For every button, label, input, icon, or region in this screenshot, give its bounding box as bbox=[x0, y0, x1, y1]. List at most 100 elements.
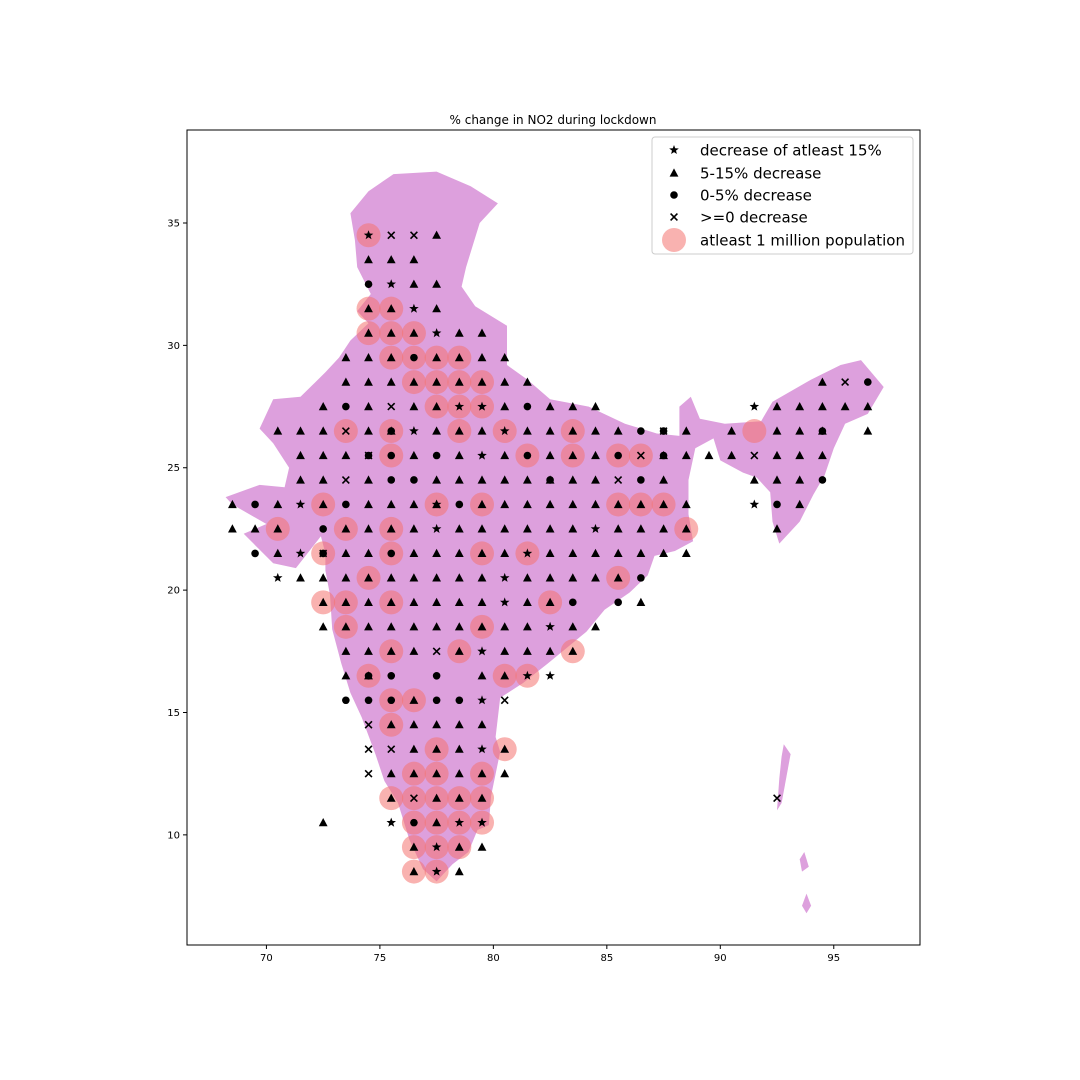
triangle-marker bbox=[432, 573, 441, 582]
triangle-marker bbox=[364, 548, 373, 557]
y-tick-label: 20 bbox=[167, 586, 180, 597]
triangle-marker bbox=[454, 769, 464, 778]
triangle-marker bbox=[659, 499, 668, 509]
triangle-marker bbox=[523, 573, 532, 582]
triangle-marker bbox=[454, 475, 464, 484]
triangle-marker bbox=[250, 524, 260, 533]
x-marker-stroke bbox=[364, 720, 373, 729]
triangle-marker bbox=[409, 622, 419, 631]
circle-marker bbox=[432, 451, 441, 460]
circle-marker bbox=[251, 549, 259, 558]
circle-marker bbox=[455, 696, 464, 705]
triangle-marker bbox=[545, 426, 555, 435]
x-tick-label: 70 bbox=[260, 953, 273, 964]
triangle-marker bbox=[477, 842, 487, 851]
x-marker bbox=[841, 378, 850, 387]
triangle-marker bbox=[432, 377, 441, 386]
triangle-marker bbox=[409, 597, 419, 606]
triangle-marker bbox=[454, 353, 464, 362]
circle-marker bbox=[410, 818, 418, 827]
triangle-marker bbox=[500, 450, 510, 460]
triangle-marker bbox=[477, 720, 487, 729]
triangle-marker bbox=[568, 646, 578, 655]
circle-marker bbox=[659, 451, 668, 460]
x-marker-stroke bbox=[409, 794, 418, 803]
triangle-marker bbox=[523, 426, 532, 435]
triangle-marker bbox=[500, 353, 510, 362]
x-tick-label: 90 bbox=[714, 953, 727, 964]
circle-marker bbox=[432, 696, 441, 705]
triangle-marker bbox=[386, 499, 396, 509]
legend-entry: decrease of atleast 15% bbox=[669, 142, 882, 160]
triangle-marker bbox=[432, 720, 441, 729]
triangle-marker bbox=[409, 377, 419, 386]
triangle-marker bbox=[591, 622, 600, 631]
triangle-marker bbox=[454, 524, 464, 533]
x-marker-stroke bbox=[387, 745, 396, 754]
circle-marker bbox=[523, 451, 532, 460]
x-marker-stroke bbox=[341, 427, 350, 436]
star-marker bbox=[431, 328, 442, 338]
circle-marker bbox=[410, 353, 418, 362]
star-marker bbox=[477, 817, 487, 827]
triangle-marker bbox=[591, 402, 600, 411]
triangle-marker bbox=[364, 328, 373, 337]
triangle-marker bbox=[432, 304, 441, 313]
triangle-marker bbox=[591, 499, 600, 509]
triangle-marker bbox=[318, 622, 328, 631]
triangle-marker bbox=[409, 744, 419, 753]
land-island bbox=[802, 893, 812, 914]
circle-marker bbox=[342, 500, 350, 509]
triangle-marker bbox=[795, 426, 805, 435]
circle-marker bbox=[364, 671, 373, 680]
triangle-marker bbox=[840, 402, 850, 411]
triangle-marker bbox=[228, 499, 237, 509]
circle-marker bbox=[342, 696, 350, 705]
triangle-marker bbox=[341, 377, 351, 386]
triangle-marker bbox=[772, 450, 782, 460]
triangle-marker bbox=[409, 450, 419, 460]
triangle-marker bbox=[568, 548, 578, 557]
circle-marker bbox=[773, 500, 781, 509]
triangle-marker bbox=[591, 573, 600, 582]
legend-entry: 5-15% decrease bbox=[669, 165, 821, 183]
triangle-marker bbox=[500, 402, 510, 411]
x-marker bbox=[364, 451, 373, 460]
star-marker bbox=[477, 744, 487, 754]
triangle-marker bbox=[409, 695, 419, 704]
triangle-marker bbox=[386, 328, 396, 337]
triangle-marker bbox=[477, 573, 487, 582]
triangle-marker bbox=[500, 548, 510, 557]
x-marker-stroke bbox=[364, 451, 373, 460]
triangle-marker bbox=[591, 475, 600, 484]
triangle-marker bbox=[364, 402, 373, 411]
circle-marker bbox=[251, 500, 259, 509]
triangle-marker bbox=[432, 597, 441, 606]
circle-marker bbox=[523, 402, 532, 411]
triangle-marker bbox=[364, 499, 373, 509]
x-marker-stroke bbox=[750, 451, 759, 460]
legend: decrease of atleast 15% 5-15% decrease 0-5… bbox=[651, 136, 914, 255]
triangle-marker bbox=[477, 548, 487, 557]
triangle-marker bbox=[296, 573, 305, 582]
land-island bbox=[777, 744, 791, 811]
star-marker bbox=[477, 450, 487, 460]
land-island bbox=[799, 852, 809, 872]
triangle-marker bbox=[681, 524, 691, 533]
triangle-marker bbox=[454, 622, 464, 631]
plot-area bbox=[225, 171, 884, 914]
triangle-marker bbox=[795, 499, 805, 509]
triangle-marker bbox=[409, 548, 419, 557]
triangle-marker bbox=[296, 426, 305, 435]
x-marker bbox=[409, 231, 418, 240]
triangle-marker bbox=[432, 230, 441, 239]
triangle-marker bbox=[727, 450, 736, 460]
triangle-marker bbox=[477, 597, 487, 606]
triangle-marker bbox=[500, 524, 510, 533]
circle-marker bbox=[387, 549, 396, 558]
triangle-marker bbox=[364, 255, 373, 264]
x-marker-stroke bbox=[636, 451, 645, 460]
legend-swatch-population bbox=[662, 228, 686, 252]
circle-marker bbox=[546, 476, 554, 484]
triangle-marker bbox=[454, 450, 464, 460]
